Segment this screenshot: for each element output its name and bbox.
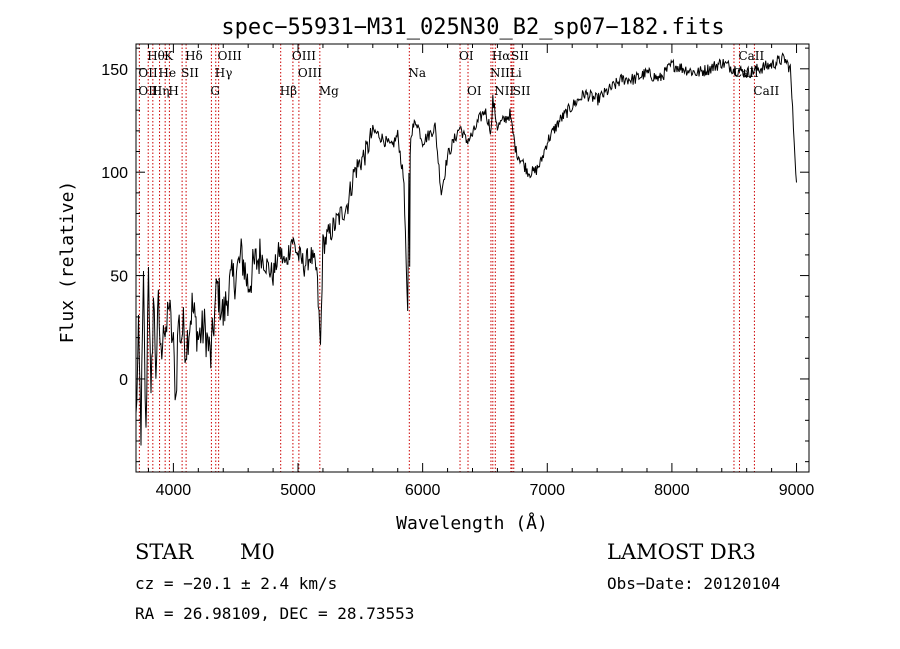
- line-label: He: [159, 66, 177, 80]
- line-label: Hα: [492, 49, 511, 63]
- line-label: OIII: [298, 66, 322, 80]
- line-label: Na: [408, 66, 426, 80]
- line-label: K: [164, 49, 174, 63]
- x-tick-label: 4000: [156, 482, 192, 499]
- subclass: M0: [240, 540, 275, 564]
- line-label: Hδ: [185, 49, 203, 63]
- x-axis-label: Wavelength (Å): [396, 512, 548, 534]
- line-label: Li: [510, 66, 522, 80]
- line-label: Hθ: [147, 49, 165, 63]
- coordinates: RA = 26.98109, DEC = 28.73553: [135, 604, 415, 623]
- line-label: OII: [138, 84, 158, 98]
- observation-date: Obs−Date: 20120104: [607, 574, 781, 593]
- line-label: SII: [511, 49, 529, 63]
- line-label: Mg: [319, 84, 339, 98]
- spectrum-series: [135, 52, 797, 446]
- line-label: Hγ: [215, 66, 233, 80]
- spectrum-line: [135, 52, 797, 446]
- axis-ticks: 4000 5000 6000 7000 8000 9000 0 50 100 150: [101, 44, 814, 499]
- line-label: G: [210, 84, 220, 98]
- y-tick-label: 150: [101, 62, 128, 79]
- chart-title: spec−55931−M31_025N30_B2_sp07−182.fits: [221, 15, 724, 40]
- line-label: CaII: [733, 66, 759, 80]
- y-tick-label: 0: [119, 372, 128, 389]
- x-tick-label: 8000: [654, 482, 690, 499]
- plot-frame: [135, 43, 810, 473]
- line-label: CaII: [753, 84, 779, 98]
- x-tick-label: 5000: [280, 482, 316, 499]
- object-class: STAR: [135, 540, 194, 564]
- y-tick-label: 100: [101, 165, 128, 182]
- survey-name: LAMOST DR3: [607, 540, 756, 564]
- line-label: OIII: [292, 49, 316, 63]
- y-axis-label: Flux (relative): [57, 181, 78, 344]
- line-label: OIII: [218, 49, 242, 63]
- line-label: OI: [467, 84, 482, 98]
- line-label: H: [168, 84, 178, 98]
- line-label: OII: [138, 66, 158, 80]
- line-label: NII: [490, 66, 510, 80]
- x-tick-label: 7000: [529, 482, 565, 499]
- redshift-velocity: cz = −20.1 ± 2.4 km/s: [135, 574, 338, 593]
- y-tick-label: 50: [110, 269, 128, 286]
- spectral-line-markers: [138, 44, 755, 472]
- line-label: NII: [494, 84, 514, 98]
- line-label: Hβ: [280, 84, 297, 98]
- line-label: Hη: [152, 84, 170, 98]
- line-label: OI: [459, 49, 474, 63]
- x-tick-label: 9000: [779, 482, 815, 499]
- x-tick-label: 6000: [405, 482, 441, 499]
- line-label: SII: [181, 66, 199, 80]
- line-label: CaII: [738, 49, 764, 63]
- line-label: SII: [513, 84, 531, 98]
